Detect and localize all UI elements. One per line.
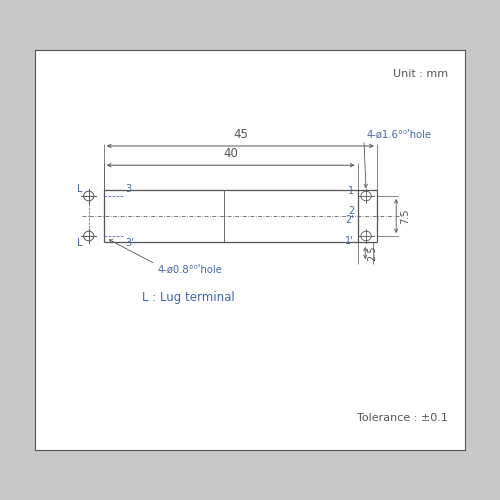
Text: L: L: [76, 184, 82, 194]
Text: 1: 1: [348, 186, 354, 196]
Text: L : Lug terminal: L : Lug terminal: [142, 292, 236, 304]
Text: 3': 3': [126, 238, 134, 248]
Text: 7.5: 7.5: [400, 208, 410, 224]
Text: 40: 40: [223, 148, 238, 160]
Text: 3: 3: [126, 184, 132, 194]
Text: 2: 2: [348, 206, 354, 216]
Text: Tolerance : ±0.1: Tolerance : ±0.1: [357, 413, 448, 423]
Text: 1': 1': [346, 236, 354, 246]
Text: L: L: [76, 238, 82, 248]
Text: 4-ø0.8°⁰ʹhole: 4-ø0.8°⁰ʹhole: [158, 266, 222, 276]
Text: 45: 45: [233, 128, 248, 141]
Text: 4-ø1.6°⁰ʹhole: 4-ø1.6°⁰ʹhole: [366, 131, 431, 141]
Text: 2': 2': [346, 215, 354, 225]
Text: Unit : mm: Unit : mm: [392, 69, 448, 79]
Text: 2.5: 2.5: [368, 245, 378, 260]
